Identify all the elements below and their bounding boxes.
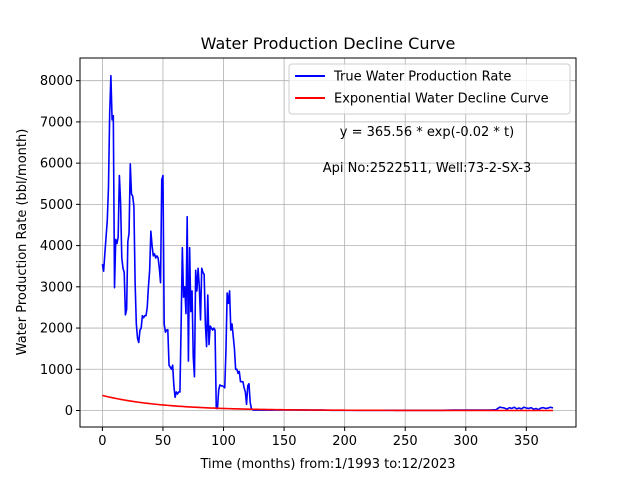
- x-tick-label: 0: [98, 434, 106, 449]
- y-axis-ticks: 0 1000 2000 3000 4000 5000 6000 7000 8000: [40, 74, 80, 419]
- series-exponential-fit-line: [102, 394, 553, 412]
- y-tick-label: 8000: [40, 74, 73, 89]
- chart-title: Water Production Decline Curve: [201, 34, 456, 53]
- x-tick-label: 200: [332, 434, 357, 449]
- y-tick-label: 6000: [40, 157, 73, 172]
- x-tick-label: 300: [453, 434, 478, 449]
- plot-area: [101, 74, 554, 412]
- x-tick-label: 50: [155, 434, 172, 449]
- x-tick-label: 100: [211, 434, 236, 449]
- y-tick-label: 3000: [40, 280, 73, 295]
- legend: True Water Production Rate Exponential W…: [288, 63, 571, 115]
- y-tick-label: 0: [65, 404, 73, 419]
- y-tick-label: 5000: [40, 198, 73, 213]
- y-axis-label: Water Production Rate (bbl/month): [15, 129, 30, 356]
- y-tick-label: 7000: [40, 115, 73, 130]
- x-axis-label: Time (months) from:1/1993 to:12/2023: [199, 457, 455, 472]
- axes-frame: [79, 57, 577, 428]
- y-tick-label: 4000: [40, 239, 73, 254]
- x-tick-label: 150: [272, 434, 297, 449]
- legend-box: [288, 63, 571, 115]
- x-tick-label: 250: [393, 434, 418, 449]
- x-axis-ticks: 0 50 100 150 200 250 300 350: [98, 427, 539, 449]
- legend-label-fit: Exponential Water Decline Curve: [334, 92, 549, 107]
- well-annotation: Api No:2522511, Well:73-2-SX-3: [323, 161, 531, 176]
- legend-label-true: True Water Production Rate: [333, 70, 511, 85]
- equation-annotation: y = 365.56 * exp(-0.02 * t): [340, 125, 514, 140]
- x-tick-label: 350: [514, 434, 539, 449]
- y-tick-label: 1000: [40, 363, 73, 378]
- y-tick-label: 2000: [40, 322, 73, 337]
